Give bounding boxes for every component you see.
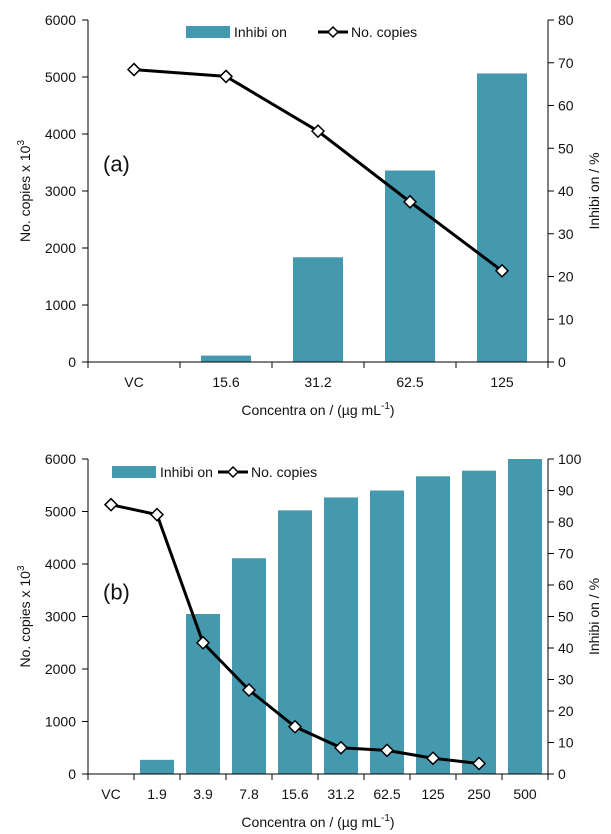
legend-bar-swatch bbox=[186, 26, 230, 38]
right-y-tick-label: 0 bbox=[558, 766, 566, 782]
copies-point bbox=[195, 635, 211, 650]
inhibition-bar bbox=[201, 355, 251, 362]
copies-point bbox=[310, 124, 326, 139]
left-y-tick-label: 6000 bbox=[45, 12, 76, 28]
left-y-tick-label: 4000 bbox=[45, 556, 76, 572]
x-tick-label: 62.5 bbox=[373, 786, 400, 802]
inhibition-bar bbox=[140, 759, 174, 774]
x-tick-label: 3.9 bbox=[193, 786, 213, 802]
right-y-tick-label: 30 bbox=[558, 226, 574, 242]
left-y-tick-label: 5000 bbox=[45, 69, 76, 85]
right-y-tick-label: 60 bbox=[558, 577, 574, 593]
x-axis-title: Concentra on / (µg mL-1) bbox=[241, 401, 394, 418]
inhibition-bar bbox=[370, 490, 404, 774]
left-y-axis-title: No. copies x 103 bbox=[16, 140, 33, 243]
left-y-tick-label: 4000 bbox=[45, 126, 76, 142]
inhibition-bar bbox=[232, 558, 266, 774]
x-tick-label: 125 bbox=[490, 374, 514, 390]
copies-point bbox=[287, 719, 303, 734]
legend-line-label: No. copies bbox=[351, 24, 417, 40]
legend-bar-label: Inhibi on bbox=[160, 464, 213, 480]
inhibition-bar bbox=[508, 459, 542, 774]
copies-point bbox=[103, 497, 119, 512]
right-y-tick-label: 70 bbox=[558, 546, 574, 562]
legend-line-marker bbox=[326, 25, 340, 39]
copies-point bbox=[218, 69, 234, 84]
x-tick-label: 31.2 bbox=[304, 374, 331, 390]
left-y-tick-label: 1000 bbox=[45, 297, 76, 313]
right-y-tick-label: 20 bbox=[558, 269, 574, 285]
copies-point bbox=[126, 62, 142, 77]
x-tick-label: VC bbox=[124, 374, 143, 390]
copies-line bbox=[133, 68, 503, 273]
legend-bar-swatch bbox=[112, 466, 156, 478]
right-y-tick-label: 100 bbox=[558, 451, 582, 467]
x-tick-label: 1.9 bbox=[147, 786, 167, 802]
copies-point bbox=[471, 756, 487, 771]
inhibition-bar bbox=[293, 257, 343, 362]
copies-point bbox=[425, 751, 441, 766]
copies-point bbox=[241, 682, 257, 698]
copies-point bbox=[149, 507, 165, 522]
copies-point bbox=[494, 263, 510, 278]
right-y-tick-label: 10 bbox=[558, 311, 574, 327]
right-y-tick-label: 40 bbox=[558, 640, 574, 656]
x-tick-label: 500 bbox=[513, 786, 537, 802]
inhibition-bar bbox=[324, 497, 358, 774]
left-y-tick-label: 0 bbox=[68, 766, 76, 782]
x-tick-label: 125 bbox=[421, 786, 445, 802]
legend-bar-label: Inhibi on bbox=[234, 24, 287, 40]
left-y-tick-label: 6000 bbox=[45, 451, 76, 467]
copies-point bbox=[379, 743, 395, 758]
copies-point bbox=[402, 194, 418, 209]
x-tick-label: 15.6 bbox=[281, 786, 308, 802]
right-y-tick-label: 20 bbox=[558, 703, 574, 719]
x-tick-label: 62.5 bbox=[396, 374, 423, 390]
inhibition-bar bbox=[462, 470, 496, 774]
right-y-axis-title: Inhibi on / % bbox=[586, 152, 602, 229]
right-y-axis-title: Inhibi on / % bbox=[586, 578, 602, 655]
x-tick-label: 15.6 bbox=[212, 374, 239, 390]
left-y-tick-label: 1000 bbox=[45, 714, 76, 730]
x-tick-label: 250 bbox=[467, 786, 491, 802]
chart-panel-a: 0 1000 2000 3000 4000 5000 6000 0 10 20 30 40 50 60 70… bbox=[16, 12, 602, 418]
inhibition-bar bbox=[477, 73, 527, 362]
right-y-tick-label: 30 bbox=[558, 672, 574, 688]
right-y-tick-label: 0 bbox=[558, 354, 566, 370]
x-tick-label: 31.2 bbox=[327, 786, 354, 802]
right-y-tick-label: 90 bbox=[558, 483, 574, 499]
legend-line-marker bbox=[226, 465, 240, 479]
right-y-tick-label: 50 bbox=[558, 609, 574, 625]
right-y-tick-label: 80 bbox=[558, 514, 574, 530]
x-tick-label: 7.8 bbox=[239, 786, 259, 802]
right-y-tick-label: 50 bbox=[558, 140, 574, 156]
x-tick-label: VC bbox=[101, 786, 120, 802]
left-y-tick-label: 2000 bbox=[45, 661, 76, 677]
inhibition-bar bbox=[416, 476, 450, 774]
left-y-tick-label: 0 bbox=[68, 354, 76, 370]
left-y-tick-label: 3000 bbox=[45, 183, 76, 199]
right-y-tick-label: 80 bbox=[558, 12, 574, 28]
right-y-tick-label: 70 bbox=[558, 55, 574, 71]
left-y-tick-label: 5000 bbox=[45, 504, 76, 520]
inhibition-bar bbox=[278, 510, 312, 774]
legend-line-label: No. copies bbox=[251, 464, 317, 480]
right-y-tick-label: 40 bbox=[558, 183, 574, 199]
panel-label: (b) bbox=[103, 579, 130, 604]
right-y-tick-label: 10 bbox=[558, 735, 574, 751]
right-y-tick-label: 60 bbox=[558, 98, 574, 114]
chart-panel-b: 0 1000 2000 3000 4000 5000 6000 0 10 20 30 40 50 60 70… bbox=[16, 451, 602, 830]
left-y-tick-label: 3000 bbox=[45, 609, 76, 625]
left-y-axis-title: No. copies x 103 bbox=[16, 565, 33, 668]
left-y-tick-label: 2000 bbox=[45, 240, 76, 256]
x-axis-title: Concentra on / (µg mL-1) bbox=[241, 813, 394, 830]
copies-point bbox=[333, 740, 349, 755]
panel-label: (a) bbox=[103, 152, 130, 177]
